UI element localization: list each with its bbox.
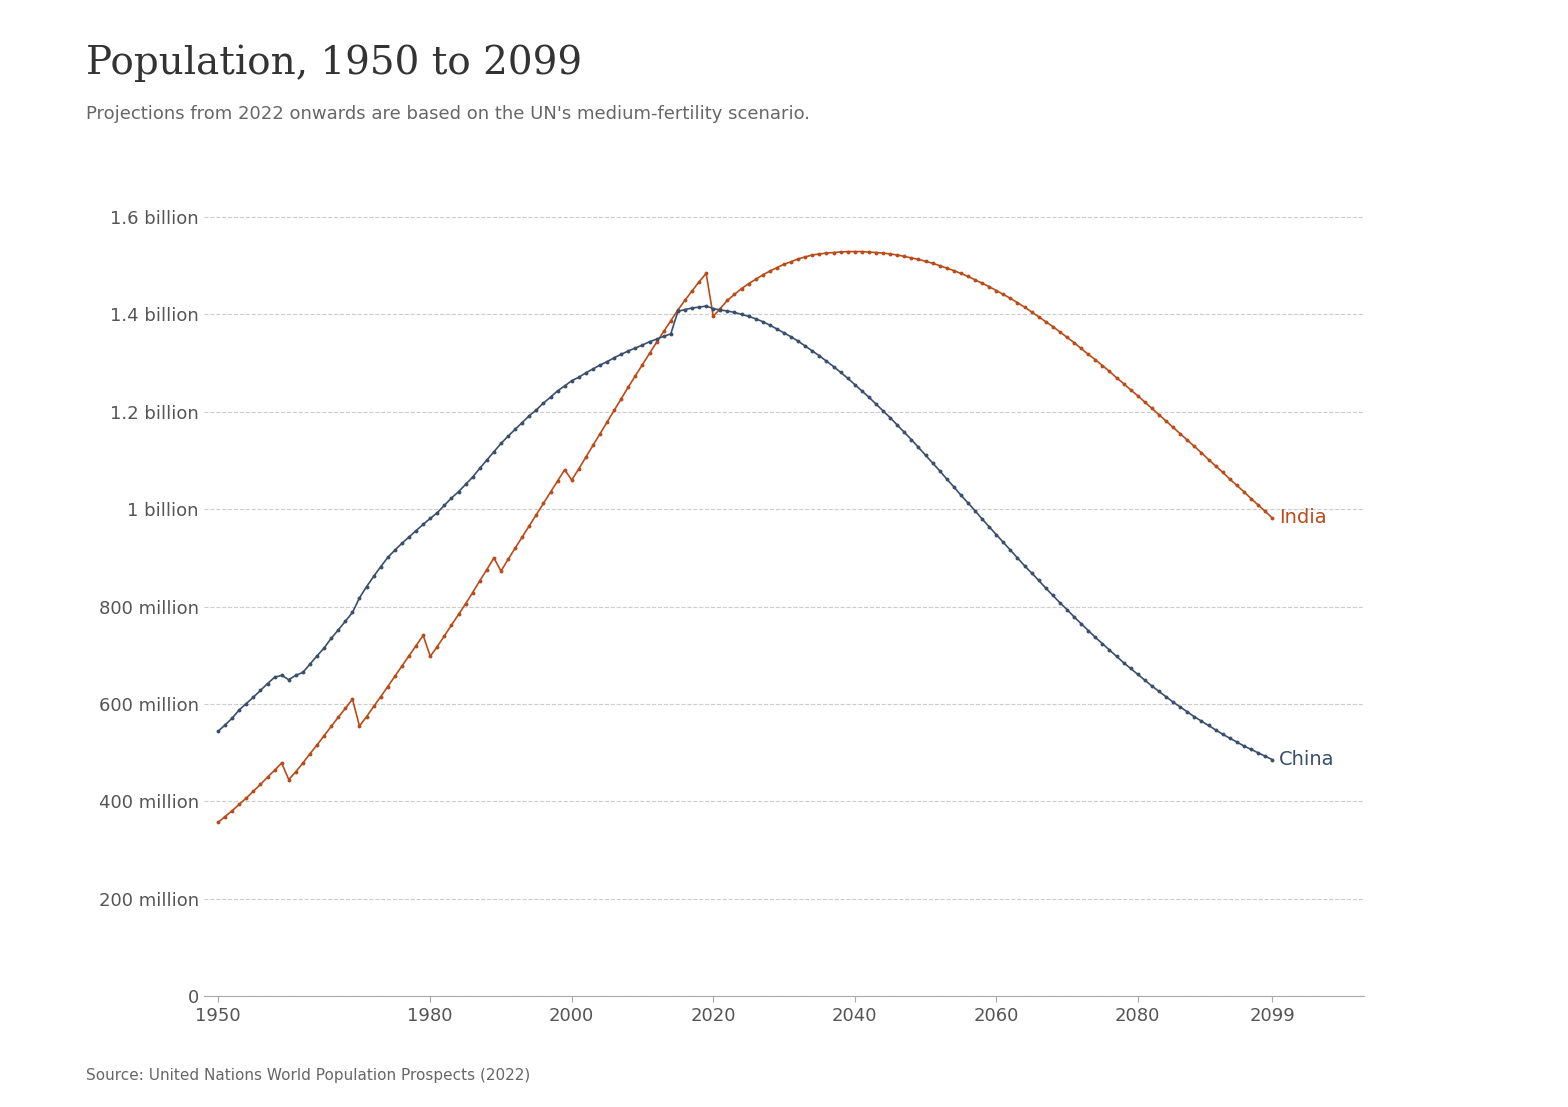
Text: Projections from 2022 onwards are based on the UN's medium-fertility scenario.: Projections from 2022 onwards are based … <box>86 105 811 123</box>
Text: India: India <box>1279 508 1327 528</box>
Text: China: China <box>1279 751 1334 769</box>
Text: Source: United Nations World Population Prospects (2022): Source: United Nations World Population … <box>86 1067 530 1083</box>
Text: Population, 1950 to 2099: Population, 1950 to 2099 <box>86 44 582 82</box>
